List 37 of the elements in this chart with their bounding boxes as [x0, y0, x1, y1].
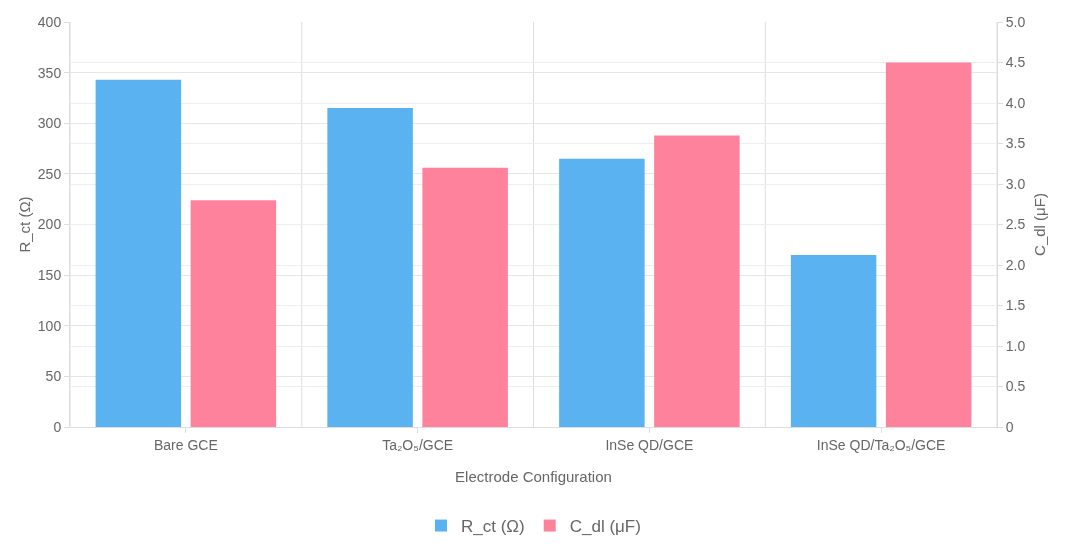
bar	[95, 79, 182, 427]
bar	[190, 200, 277, 427]
y2-tick-label: 0.5	[1005, 378, 1026, 395]
legend-label: C_dl (μF)	[569, 517, 641, 537]
x-tick-label: InSe QD/Ta₂O₅/GCE	[816, 436, 946, 453]
y2-tick-label: 3.0	[1005, 175, 1026, 192]
x-axis-title: Electrode Configuration	[455, 468, 612, 485]
x-tick-label: Bare GCE	[153, 436, 218, 453]
x-tick-label: InSe QD/GCE	[605, 436, 694, 453]
bar	[885, 62, 972, 427]
y2-tick-label: 2.0	[1005, 256, 1026, 273]
legend-label: R_ct (Ω)	[461, 517, 525, 537]
y2-tick-label: 4.5	[1005, 54, 1026, 71]
y2-tick-label: 3.5	[1005, 135, 1026, 152]
y-tick-label: 100	[37, 317, 62, 334]
y-tick-label: 250	[37, 165, 62, 182]
bar	[422, 167, 508, 427]
y-tick-label: 350	[37, 64, 62, 81]
y2-tick-label: 0	[1005, 418, 1014, 435]
y2-tick-label: 4.0	[1005, 94, 1026, 111]
y2-tick-label: 5.0	[1005, 13, 1026, 30]
y-tick-label: 400	[37, 13, 62, 30]
y-axis-title: R_ct (Ω)	[16, 196, 33, 253]
bar	[559, 158, 645, 427]
y2-axis-title: C_dl (μF)	[1030, 193, 1048, 256]
y-tick-label: 150	[37, 267, 62, 284]
y-tick-label: 200	[37, 216, 62, 233]
y-tick-label: 0	[53, 418, 62, 435]
y2-tick-label: 2.5	[1005, 216, 1026, 233]
y-tick-label: 300	[37, 115, 62, 132]
bar	[327, 108, 413, 427]
y-tick-label: 50	[45, 368, 62, 385]
bar	[654, 135, 740, 427]
x-tick-label: Ta₂O₅/GCE	[382, 436, 454, 453]
bar	[790, 254, 877, 427]
y2-tick-label: 1.0	[1005, 337, 1026, 354]
y2-tick-label: 1.5	[1005, 297, 1026, 314]
